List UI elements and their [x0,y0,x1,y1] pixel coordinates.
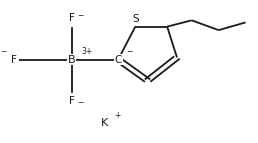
Text: S: S [132,14,139,24]
Text: −: − [0,47,6,56]
Text: +: + [114,111,120,120]
Text: C: C [115,55,122,65]
Text: −: − [77,99,83,108]
Text: K: K [101,118,108,128]
Text: −: − [77,12,83,21]
Text: F: F [11,55,17,65]
Text: 3+: 3+ [82,47,93,56]
Text: F: F [69,96,75,106]
Text: −: − [126,47,132,56]
Text: F: F [69,13,75,23]
Text: B: B [68,55,75,65]
